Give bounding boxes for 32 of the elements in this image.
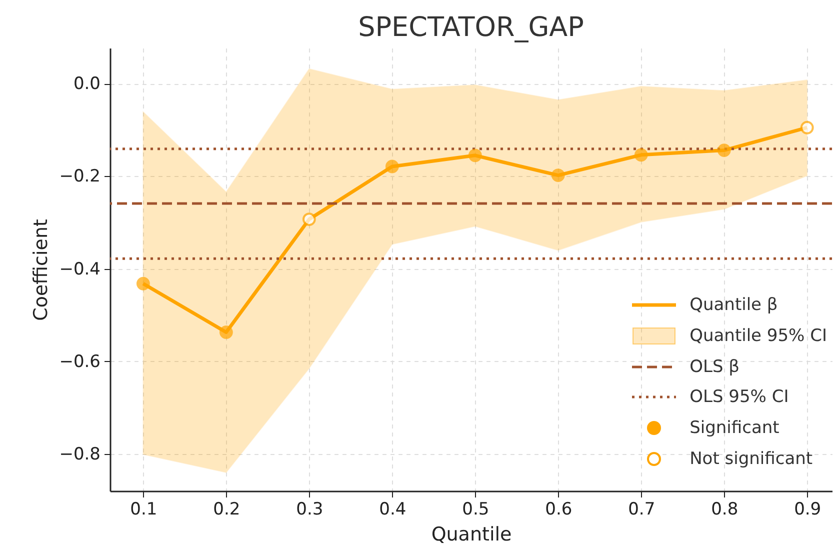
x-tick-label: 0.8	[711, 500, 738, 520]
point	[634, 148, 648, 162]
legend-label: OLS β	[690, 356, 740, 377]
y-tick-label: −0.4	[59, 259, 100, 280]
chart-title: SPECTATOR_GAP	[358, 12, 584, 43]
annotation: Quantile 95% CI	[690, 326, 827, 346]
y-tick-label: −0.8	[59, 444, 100, 464]
y-tick-label: 0.0	[73, 74, 100, 94]
point	[219, 326, 233, 339]
point	[136, 276, 150, 290]
y-axis-title: Coefficient	[30, 219, 52, 321]
legend-label: Significant	[690, 418, 780, 438]
x-tick-label: 0.6	[545, 500, 572, 520]
x-tick-label: 0.1	[130, 500, 158, 520]
x-tick-label: 0.5	[462, 500, 490, 520]
point	[468, 148, 482, 162]
point	[385, 160, 399, 174]
x-tick-label: 0.9	[794, 500, 822, 520]
y-tick-label: −0.6	[59, 352, 100, 372]
y-tick-label: −0.2	[59, 166, 100, 187]
point	[717, 144, 731, 157]
x-axis-title: Quantile	[431, 524, 512, 546]
x-tick-label: 0.7	[628, 500, 656, 520]
point	[302, 212, 316, 226]
legend-label: Quantile β	[690, 295, 778, 316]
x-tick-label: 0.3	[296, 500, 324, 520]
x-tick-label: 0.2	[213, 500, 240, 520]
legend-label: Not significant	[690, 448, 813, 469]
x-tick-label: 0.4	[379, 500, 406, 520]
legend-label: OLS 95% CI	[690, 387, 789, 408]
point	[551, 168, 565, 182]
point	[800, 120, 814, 134]
